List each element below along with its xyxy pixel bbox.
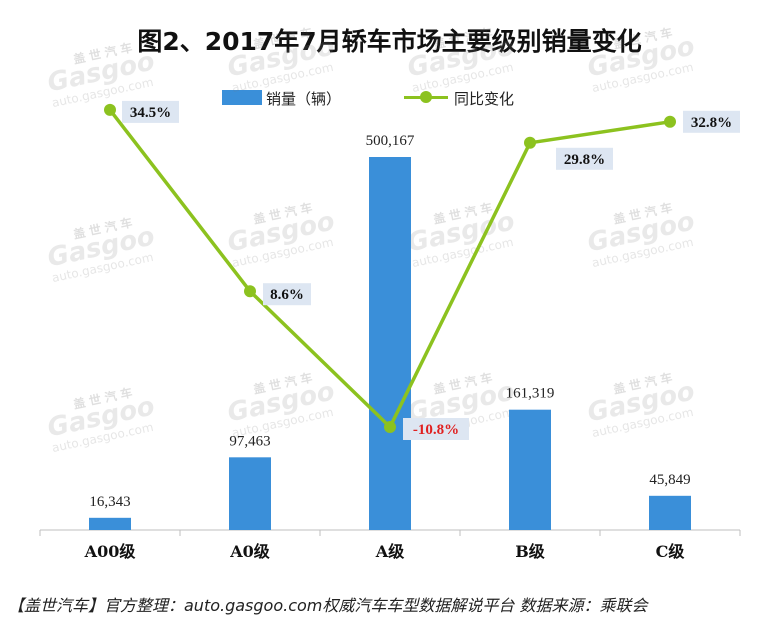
bar [649,495,691,530]
line-value-label: 32.8% [691,115,732,131]
category-label: A00级 [84,542,137,561]
line-point [244,285,256,298]
category-label: A级 [375,542,405,561]
chart-title: 图2、2017年7月轿车市场主要级别销量变化 [137,27,642,56]
line-label-box [263,283,311,306]
bar-value-label: 45,849 [649,472,690,488]
bar [369,157,411,530]
bar-series [89,157,691,530]
line-point [104,103,116,116]
line-point [384,421,396,433]
category-label: A0级 [229,542,271,561]
category-label: B级 [515,542,546,561]
legend-bar-swatch [222,90,262,105]
bar-value-label: 16,343 [89,494,130,510]
category-label: C级 [656,542,686,561]
footer-source: 【盖世汽车】官方整理：auto.gasgoo.com权威汽车车型数据解说平台 数… [8,596,648,615]
bar [89,517,131,530]
line-value-label: -10.8% [413,422,459,438]
line-label-box [122,100,179,123]
bar [229,457,271,530]
line-point [664,115,676,128]
bar-value-label: 500,167 [366,133,415,149]
legend-bar-label: 销量（辆） [266,90,342,108]
line-label-box [683,110,740,133]
line-labels: 34.5% 8.6% -10.8% 29.8% 32.8% [122,100,740,440]
line-label-box [556,147,613,170]
line-series [104,103,676,433]
legend: 销量（辆） 同比变化 [222,88,562,108]
bar-value-label: 97,463 [229,433,270,449]
line-point [524,136,536,149]
line-value-label: 8.6% [270,287,304,303]
line-label-box [403,418,469,440]
bar [509,409,551,530]
legend-line-marker [420,91,432,103]
bar-labels: 16,343 97,463 500,167 161,319 45,849 [89,133,690,510]
category-labels: A00级 A0级 A级 B级 C级 [84,542,686,561]
x-axis [39,529,741,536]
line-value-label: 34.5% [130,105,171,121]
bar-value-label: 161,319 [506,386,555,402]
legend-line-label: 同比变化 [454,90,515,108]
line-value-label: 29.8% [564,152,605,168]
